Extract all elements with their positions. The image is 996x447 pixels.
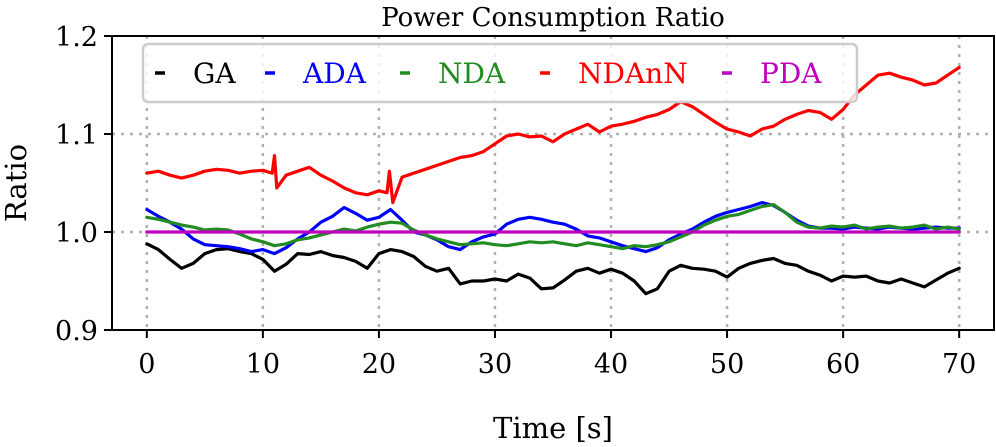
legend-label-ga: GA xyxy=(193,57,236,90)
legend-label-pda: PDA xyxy=(760,57,822,90)
x-tick-label: 50 xyxy=(710,349,744,380)
y-tick-label: 1.2 xyxy=(55,22,98,53)
plot-series xyxy=(145,65,961,296)
legend: GA ADA NDA NDAnN PDA xyxy=(141,42,859,104)
x-axis-label: Time [s] xyxy=(493,411,613,445)
legend-label-nda: NDA xyxy=(438,57,506,90)
chart-title: Power Consumption Ratio xyxy=(381,3,725,33)
plot-frame xyxy=(111,35,995,331)
series-line-ndann xyxy=(145,65,961,205)
axis-ticks: 0 10 20 30 40 50 60 70 0.9 1.0 1.1 1.2 xyxy=(55,22,976,380)
y-tick-label: 1.0 xyxy=(55,218,98,249)
y-tick-label: 0.9 xyxy=(55,316,98,347)
x-tick-label: 10 xyxy=(246,349,280,380)
series-line-ga xyxy=(145,242,961,296)
y-tick-label: 1.1 xyxy=(55,120,98,151)
y-axis-label: Ratio xyxy=(0,144,33,222)
series-line-nda xyxy=(145,203,961,251)
x-tick-label: 60 xyxy=(826,349,860,380)
x-tick-label: 70 xyxy=(942,349,976,380)
legend-label-ada: ADA xyxy=(302,57,367,90)
legend-box xyxy=(141,42,859,104)
x-tick-label: 0 xyxy=(138,349,155,380)
x-tick-label: 30 xyxy=(478,349,512,380)
x-tick-label: 40 xyxy=(594,349,628,380)
legend-label-ndann: NDAnN xyxy=(578,57,688,90)
x-tick-label: 20 xyxy=(362,349,396,380)
